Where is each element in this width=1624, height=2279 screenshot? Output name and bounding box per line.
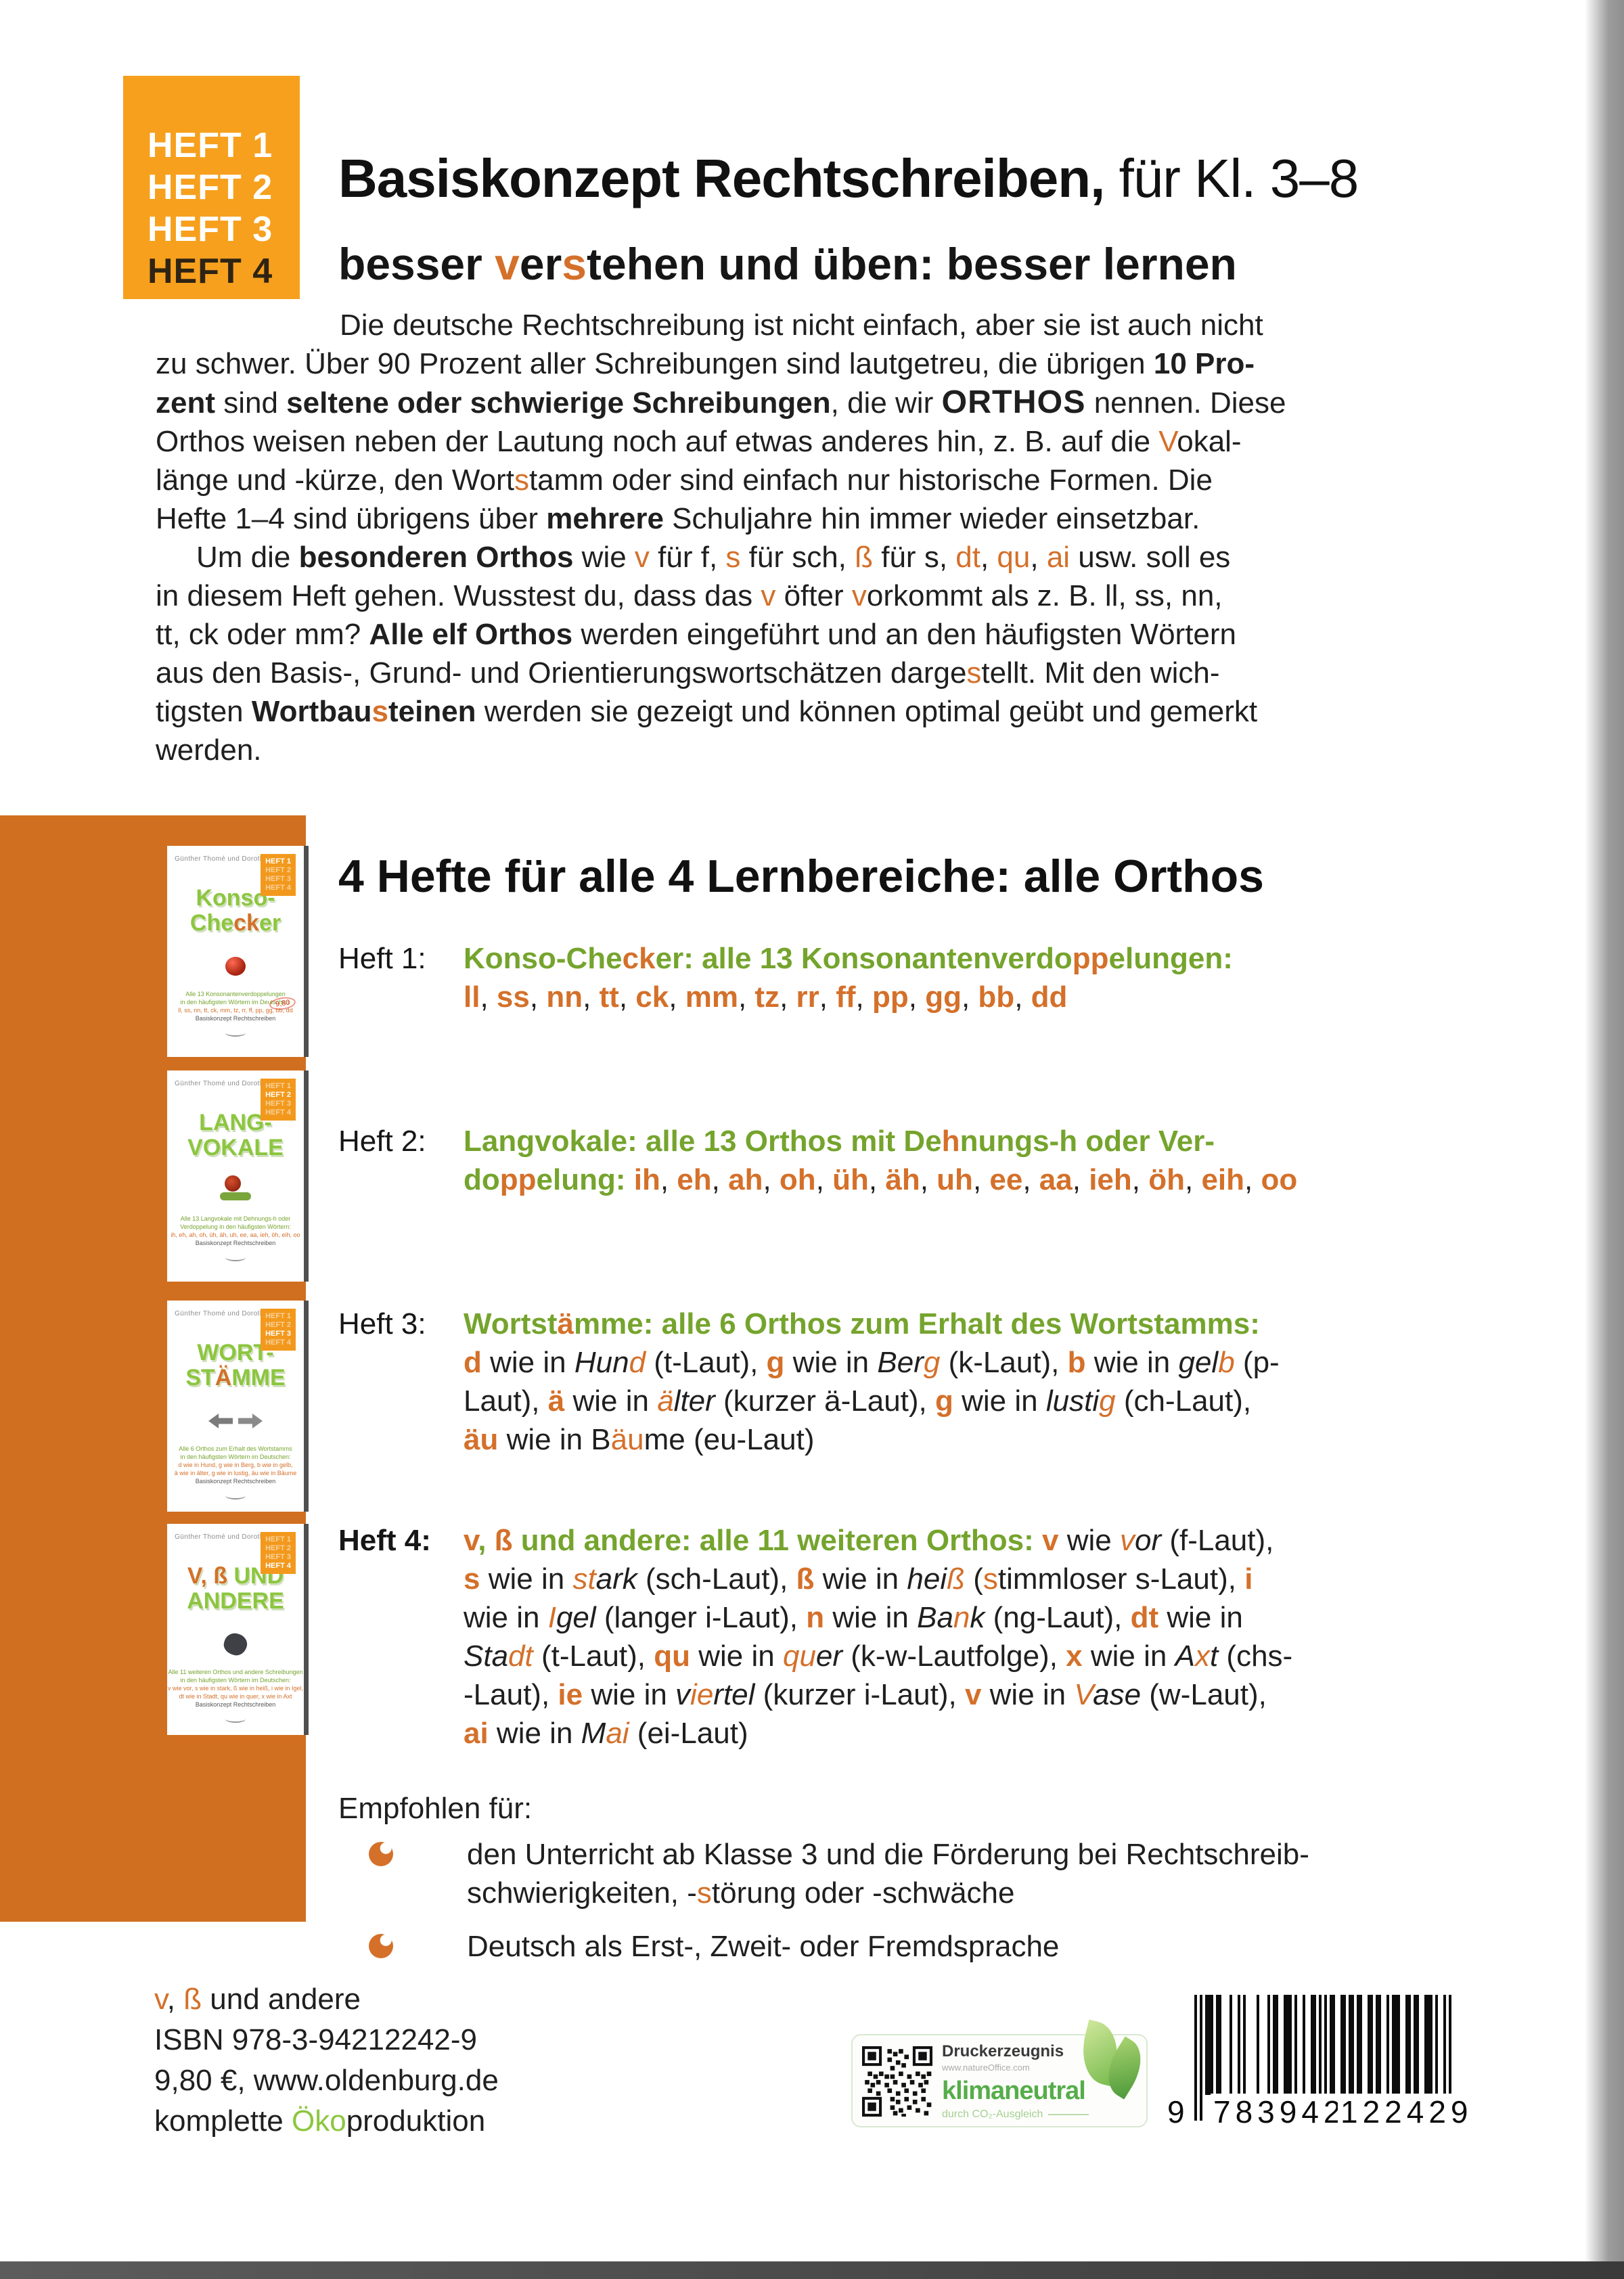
bullet-item-1: den Unterricht ab Klasse 3 und die Förde… — [467, 1838, 1309, 1910]
ladybug-icon — [225, 957, 246, 976]
natureoffice-url: www.natureOffice.com — [942, 2062, 1030, 2073]
footer-title: v, ß und andere — [154, 1983, 361, 2016]
heft-row-label: Heft 3: — [338, 1307, 426, 1340]
heft-row-label: Heft 1: — [338, 942, 426, 975]
heft-row-text: Konso-Checker: alle 13 Konsonantenverdop… — [464, 942, 1233, 1014]
ean-barcode: 9 783942 122429 — [1165, 1995, 1476, 2130]
page-title: Basiskonzept Rechtschreiben, für Kl. 3–8 — [338, 148, 1359, 208]
bullet-item-2: Deutsch als Erst-, Zweit- oder Fremdspra… — [467, 1930, 1060, 1963]
druckerzeugnis-title: Druckerzeugnis — [942, 2042, 1064, 2060]
arrows-icon — [208, 1405, 263, 1437]
signature-squiggle — [225, 1715, 246, 1723]
heft-row-text: v, ß und andere: alle 11 weiteren Orthos… — [464, 1524, 1293, 1750]
cover-authors: Günther Thomé und Dorothea Thomé — [175, 855, 296, 863]
heft-badge: HEFT 1 HEFT 2 HEFT 3 HEFT 4 — [261, 1309, 296, 1351]
bullet-icon — [369, 1934, 393, 1958]
co2-ausgleich-text: durch CO₂-Ausgleich — [942, 2108, 1098, 2121]
signature-squiggle — [225, 1029, 246, 1037]
barcode-bars — [1194, 1995, 1451, 2121]
intro-paragraph-1: Die deutsche Rechtschreibung ist nicht e… — [156, 309, 1286, 535]
heft-row-label: Heft 2: — [338, 1125, 426, 1158]
heft-row-text: Wortstämme: alle 6 Orthos zum Erhalt des… — [464, 1307, 1280, 1456]
cover-subtext: Alle 11 weiteren Orthos und andere Schre… — [167, 1669, 304, 1708]
cover-authors: Günther Thomé und Dorothea Thomé — [175, 1310, 296, 1317]
cover-subtext: Alle 6 Orthos zum Erhalt des Wortstamms i… — [174, 1445, 297, 1485]
cover-authors: Günther Thomé und Dorothea Thomé — [175, 1533, 296, 1541]
heft-row-text: Langvokale: alle 13 Orthos mit Dehnungs-… — [464, 1125, 1298, 1196]
cover-subtext: Alle 13 Konsonantenverdoppelungen in den … — [178, 991, 293, 1022]
signature-squiggle — [225, 1492, 246, 1499]
cover-title: V, ß UND ANDERE — [187, 1563, 284, 1614]
cover-title: LANG- VOKALE — [187, 1110, 284, 1160]
empfohlen-heading: Empfohlen für: — [338, 1792, 533, 1825]
section-heading: 4 Hefte für alle 4 Lernbereiche: alle Or… — [338, 851, 1265, 902]
snail-icon — [220, 1175, 251, 1206]
klimaneutral-label: Druckerzeugnis www.natureOffice.com klim… — [851, 2019, 1153, 2127]
cover-subtext: Alle 13 Langvokale mit Dehnungs-h oder Ve… — [171, 1215, 300, 1246]
klimaneutral-brand: klimaneutral — [942, 2077, 1086, 2105]
intro-paragraph-2: Um die besonderen Orthos wie v für f, s … — [156, 541, 1258, 767]
price-url-text: 9,80 €, www.oldenburg.de — [154, 2064, 499, 2097]
barcode-digits-left: 783942 — [1211, 2094, 1349, 2130]
heft-badge: HEFT 1 HEFT 2 HEFT 3 HEFT 4 — [261, 1532, 296, 1574]
barcode-digits-right: 122429 — [1338, 2094, 1476, 2130]
heft-badge: HEFT 1 HEFT 2 HEFT 3 HEFT 4 — [261, 854, 296, 896]
heft-series-box: HEFT 1 HEFT 2 HEFT 3 HEFT 4 — [123, 76, 300, 299]
page-subtitle: besser verstehen und üben: besser lernen — [338, 239, 1237, 289]
bullet-icon — [369, 1842, 393, 1866]
signature-squiggle — [225, 1254, 246, 1261]
cover-authors: Günther Thomé und Dorothea Thomé — [175, 1080, 296, 1087]
oeko-text: komplette Ökoproduktion — [154, 2104, 486, 2138]
heft-row-label: Heft 4: — [338, 1524, 431, 1557]
qr-code-icon — [862, 2046, 932, 2117]
barcode-digit: 9 — [1165, 2094, 1188, 2130]
blob-icon — [222, 1631, 249, 1658]
cover-title: WORT- STÄMME — [185, 1340, 286, 1391]
heft-badge: HEFT 1 HEFT 2 HEFT 3 HEFT 4 — [261, 1079, 296, 1121]
intro-text: Die deutsche Rechtschreibung ist nicht e… — [156, 306, 1448, 769]
isbn-text: ISBN 978-3-94212242-9 — [154, 2023, 477, 2056]
footer-info-block: v, ß und andere ISBN 978-3-94212242-9 9,… — [154, 1979, 696, 2142]
page-edge-shadow-bottom — [0, 2261, 1624, 2279]
page-edge-shadow-right — [1585, 0, 1624, 2279]
